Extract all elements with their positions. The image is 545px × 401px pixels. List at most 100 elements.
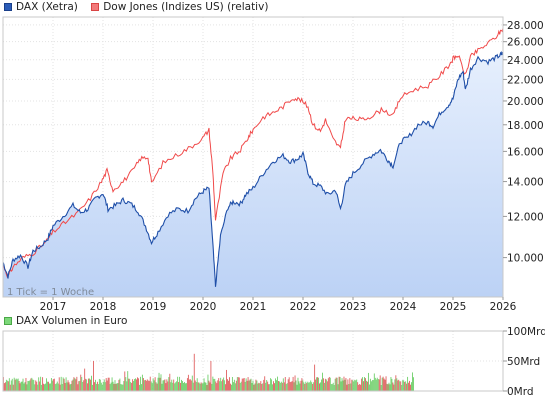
volume-bar [5, 379, 7, 391]
volume-bar [190, 380, 192, 391]
legend-item-dow-jones[interactable]: Dow Jones (Indizes US) (relativ) [91, 1, 268, 13]
volume-bar [69, 384, 71, 391]
volume-bar [79, 380, 81, 391]
volume-bar [367, 372, 369, 391]
volume-bar [62, 377, 64, 391]
volume-bar [306, 383, 308, 391]
volume-bar [376, 377, 378, 391]
volume-bar [127, 371, 129, 391]
volume-bar [412, 372, 413, 391]
legend-item-dax[interactable]: DAX (Xetra) [4, 1, 78, 13]
x-tick-label-8: 2025 [440, 301, 467, 313]
volume-bar [100, 382, 102, 391]
volume-bar [213, 378, 215, 391]
volume-bar [296, 384, 298, 391]
volume-bar [134, 379, 136, 391]
volume-bar [37, 384, 39, 391]
volume-bar [224, 380, 226, 391]
volume-bar [202, 383, 204, 391]
series-line-dow-jones [2, 28, 504, 279]
volume-bar [92, 384, 93, 391]
volume-bar [206, 384, 208, 391]
volume-bar [117, 383, 119, 391]
volume-bar [231, 384, 232, 391]
volume-bar [186, 378, 188, 391]
volume-bar [54, 384, 56, 391]
volume-bar [332, 382, 334, 391]
volume-bar [123, 381, 125, 391]
volume-bar [152, 378, 154, 391]
volume-bar [193, 353, 195, 391]
volume-bar [281, 382, 283, 391]
volume-bar [366, 380, 367, 391]
volume-bar [359, 384, 361, 391]
volume-bar [289, 382, 291, 391]
volume-bar [135, 378, 136, 391]
volume-bar [389, 384, 391, 391]
volume-bar [76, 376, 78, 391]
volume-bar [151, 383, 153, 391]
volume-bar [153, 380, 155, 391]
volume-bar [200, 382, 202, 391]
volume-bar [404, 381, 406, 391]
volume-bar [166, 379, 168, 391]
volume-bar [175, 382, 177, 391]
price-y-axis: 10.000 12.000 14.000 16.000 18.000 20.000 22.0… [503, 20, 544, 265]
volume-bar [65, 377, 67, 391]
volume-bar [124, 371, 126, 391]
volume-bar [395, 375, 397, 391]
volume-bar [83, 380, 85, 391]
volume-bar [6, 380, 8, 391]
volume-bar [312, 383, 314, 391]
volume-bar [67, 380, 69, 391]
volume-bar [133, 381, 135, 391]
volume-bar [373, 373, 375, 391]
volume-bar [144, 379, 146, 391]
volume-bar [96, 381, 98, 391]
volume-bar [158, 372, 160, 391]
x-tick-label-1: 2018 [90, 301, 117, 313]
volume-bar [34, 384, 36, 391]
volume-bar [30, 378, 32, 391]
volume-bar [4, 382, 6, 391]
volume-bar [195, 382, 197, 391]
volume-bar [308, 382, 310, 391]
price-series-lines [2, 28, 504, 287]
legend-item-volume[interactable]: DAX Volumen in Euro [4, 315, 127, 327]
volume-bar [399, 381, 401, 391]
volume-bar [188, 379, 190, 391]
volume-bar [27, 380, 29, 391]
volume-bar [405, 381, 407, 391]
volume-bar [165, 383, 167, 391]
volume-bar [25, 377, 27, 391]
volume-bar [125, 377, 127, 391]
volume-bar [269, 384, 271, 391]
volume-bar [246, 380, 248, 391]
volume-bar [139, 384, 140, 391]
volume-bar [198, 382, 200, 391]
tick-note: 1 Tick = 1 Woche [7, 287, 94, 298]
volume-bar [270, 378, 272, 391]
volume-bar [93, 361, 94, 391]
volume-bar [217, 380, 219, 391]
y-tick-label-8: 26.000 [507, 37, 544, 49]
volume-bar [260, 381, 262, 391]
volume-bar [344, 379, 346, 391]
volume-bar [334, 378, 336, 391]
volume-bar [261, 384, 263, 391]
volume-bar [28, 381, 30, 391]
volume-bar [215, 381, 217, 391]
volume-bar [387, 384, 389, 391]
volume-bar [239, 382, 241, 391]
volume-bar [383, 378, 385, 391]
y-tick-label-3: 16.000 [507, 146, 544, 158]
volume-bar [385, 376, 387, 391]
volume-bar [161, 383, 163, 391]
volume-bar [340, 381, 342, 391]
volume-bar [247, 377, 249, 391]
volume-bar [370, 381, 372, 391]
volume-bar [184, 382, 185, 391]
volume-bar [3, 383, 5, 391]
volume-bar [26, 384, 28, 391]
volume-bar [371, 380, 373, 391]
